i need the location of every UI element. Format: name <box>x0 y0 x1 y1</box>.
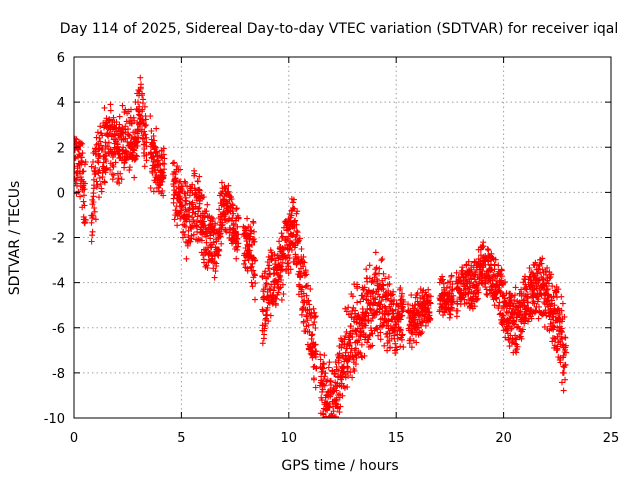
y-tick-label: -2 <box>52 232 65 247</box>
x-tick-label: 25 <box>603 431 620 446</box>
x-axis-label: GPS time / hours <box>281 458 398 474</box>
y-tick-label: -10 <box>44 412 65 427</box>
y-tick-label: 6 <box>57 51 65 66</box>
y-tick-label: -4 <box>52 277 65 292</box>
x-tick-label: 20 <box>495 431 512 446</box>
y-tick-label: -6 <box>52 322 65 337</box>
y-tick-label: 0 <box>57 186 65 201</box>
y-tick-label: -8 <box>52 367 65 382</box>
y-tick-label: 2 <box>57 141 65 156</box>
chart-title: Day 114 of 2025, Sidereal Day-to-day VTE… <box>60 21 618 37</box>
axis-ticks <box>73 56 612 419</box>
data-points <box>74 74 569 418</box>
x-tick-label: 10 <box>281 431 298 446</box>
x-tick-label: 5 <box>177 431 185 446</box>
x-tick-label: 15 <box>388 431 405 446</box>
y-tick-label: 4 <box>57 96 65 111</box>
y-axis-label: SDTVAR / TECUs <box>7 181 23 296</box>
series-markers <box>74 74 569 418</box>
x-tick-label: 0 <box>70 431 78 446</box>
